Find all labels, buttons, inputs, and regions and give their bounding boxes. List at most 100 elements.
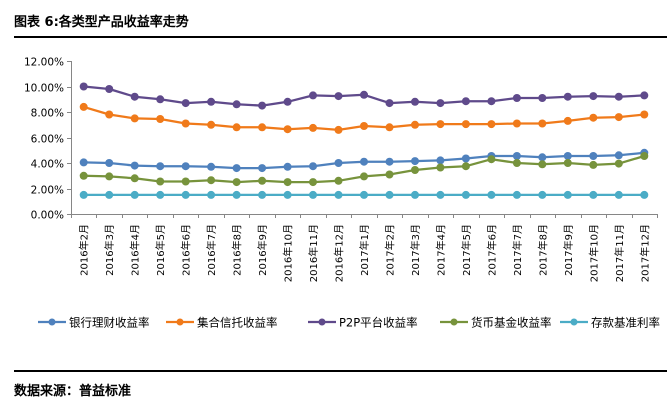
data-point xyxy=(156,162,165,171)
data-point xyxy=(258,101,267,110)
data-point xyxy=(614,92,623,101)
x-tick-label: 2017年6月 xyxy=(485,224,498,276)
data-point xyxy=(436,156,445,165)
data-point xyxy=(436,163,445,172)
data-point xyxy=(232,190,241,199)
data-point xyxy=(334,176,343,185)
x-tick-label: 2016年5月 xyxy=(154,224,167,276)
legend-marker-icon xyxy=(318,318,326,326)
x-tick-label: 2016年12月 xyxy=(333,224,346,282)
data-point xyxy=(360,90,368,99)
y-tick-label: 10.00% xyxy=(24,83,64,95)
data-point xyxy=(258,123,267,132)
x-tick-label: 2016年10月 xyxy=(282,224,295,282)
data-point xyxy=(79,190,88,199)
data-point xyxy=(283,125,292,134)
data-point xyxy=(563,159,572,167)
data-point xyxy=(309,190,317,199)
data-point xyxy=(385,170,394,179)
x-tick-label: 2017年2月 xyxy=(383,224,396,276)
data-point xyxy=(105,190,114,199)
data-point xyxy=(461,190,470,199)
data-point xyxy=(640,152,649,160)
data-point xyxy=(181,119,190,128)
data-point xyxy=(232,123,241,132)
data-point xyxy=(487,120,496,129)
data-point xyxy=(538,119,547,128)
series-group xyxy=(79,82,649,199)
data-point xyxy=(385,157,394,166)
data-point xyxy=(181,99,190,108)
x-tick-label: 2016年6月 xyxy=(180,224,193,276)
data-point xyxy=(207,162,216,171)
data-point xyxy=(207,120,216,129)
data-point xyxy=(258,164,267,173)
data-point xyxy=(614,190,623,199)
x-tick-label: 2016年3月 xyxy=(103,224,116,276)
data-point xyxy=(614,113,623,122)
data-point xyxy=(614,159,623,168)
x-tick-label: 2017年8月 xyxy=(536,224,549,276)
data-point xyxy=(79,82,88,91)
data-point xyxy=(207,176,216,185)
data-point xyxy=(614,151,623,160)
data-point xyxy=(156,95,165,104)
data-point xyxy=(640,110,649,119)
data-point xyxy=(385,190,394,199)
y-tick-label: 4.00% xyxy=(31,159,64,171)
data-point xyxy=(487,155,496,164)
data-point xyxy=(105,172,114,181)
data-point xyxy=(258,190,267,199)
data-point xyxy=(105,159,114,167)
data-point xyxy=(461,97,470,106)
x-tick-label: 2016年9月 xyxy=(256,224,269,276)
data-point xyxy=(130,174,139,183)
x-tick-label: 2017年7月 xyxy=(511,224,524,276)
data-point xyxy=(461,162,470,171)
data-point xyxy=(334,125,343,134)
data-point xyxy=(130,114,139,123)
data-point xyxy=(512,94,521,102)
data-point xyxy=(563,116,572,125)
data-point xyxy=(487,190,496,199)
figure-title: 图表 6:各类型产品收益率走势 xyxy=(14,15,189,30)
data-point xyxy=(283,190,292,199)
data-point xyxy=(309,178,317,187)
data-point xyxy=(538,153,547,162)
data-point xyxy=(538,94,547,102)
legend-label: 银行理财收益率 xyxy=(69,316,150,330)
x-tick-label: 2017年12月 xyxy=(638,224,651,282)
data-point xyxy=(156,115,165,123)
data-point xyxy=(589,190,598,199)
legend-label: 货币基金收益率 xyxy=(471,316,552,330)
data-point xyxy=(79,102,88,111)
data-point xyxy=(436,190,445,199)
data-point xyxy=(130,190,139,199)
x-tick-label: 2017年5月 xyxy=(460,224,473,276)
x-tick-label: 2017年10月 xyxy=(587,224,600,282)
data-point xyxy=(512,119,521,128)
data-point xyxy=(207,97,216,106)
data-point xyxy=(385,123,394,132)
data-point xyxy=(436,99,445,108)
y-tick-label: 2.00% xyxy=(31,185,64,197)
data-point xyxy=(130,92,139,101)
legend-item: 货币基金收益率 xyxy=(440,316,552,330)
legend-marker-icon xyxy=(570,318,578,326)
data-point xyxy=(563,152,572,160)
data-point xyxy=(411,120,419,129)
legend-item: 存款基准利率 xyxy=(560,316,660,330)
data-point xyxy=(360,122,368,130)
data-point xyxy=(461,154,470,163)
data-point xyxy=(79,158,88,167)
y-tick-label: 0.00% xyxy=(31,210,64,222)
source-divider xyxy=(14,370,667,372)
data-point xyxy=(411,157,419,166)
data-point xyxy=(181,177,190,186)
data-point xyxy=(130,161,139,170)
data-point xyxy=(411,166,419,174)
data-point xyxy=(512,159,521,167)
y-tick-label: 6.00% xyxy=(31,134,64,146)
data-point xyxy=(563,92,572,101)
